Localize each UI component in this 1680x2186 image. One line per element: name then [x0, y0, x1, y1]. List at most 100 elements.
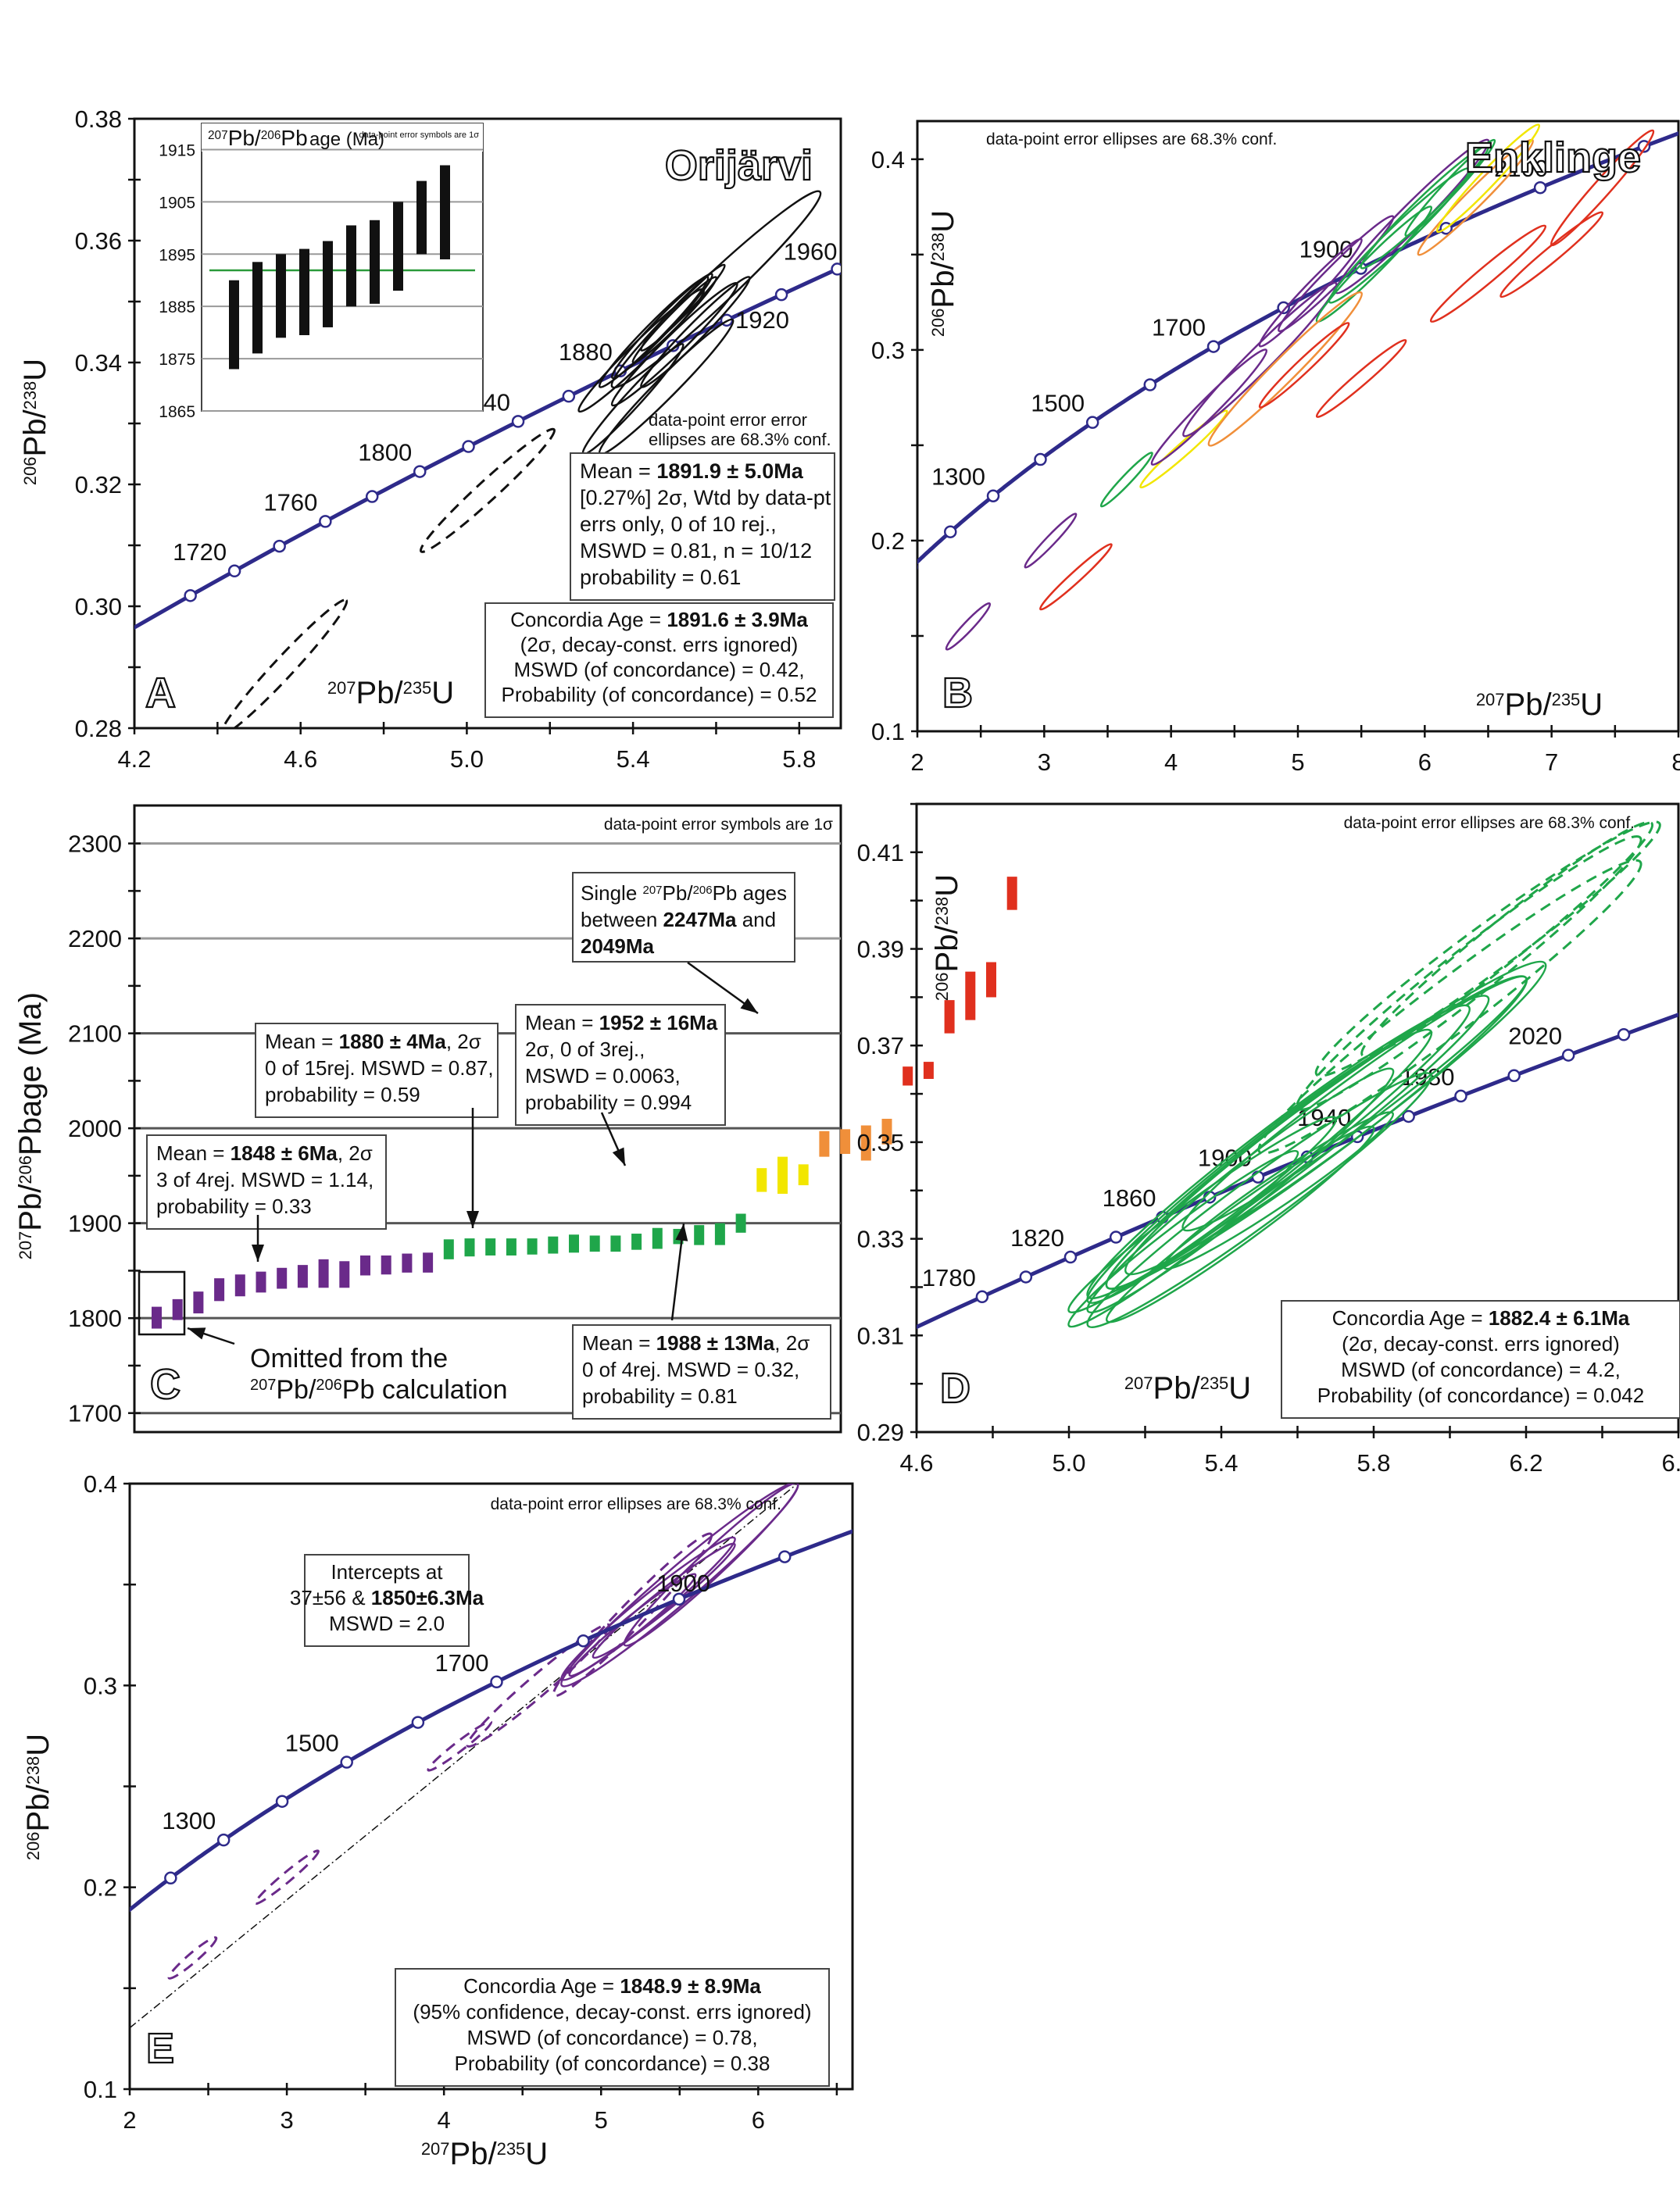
annotation-text: 207: [643, 884, 663, 897]
annotation-line: Mean = 1848 ± 6Ma, 2σ: [156, 1141, 373, 1165]
y-tick-label: 0.38: [75, 105, 122, 133]
annotation-line: MSWD (of concordance) = 0.78,: [466, 2026, 757, 2049]
x-tick-label: 6.2: [1509, 1449, 1542, 1477]
annotation-value: 1891.6 ± 3.9Ma: [667, 608, 808, 631]
annotation-text: Probability (of concordance) = 0.52: [502, 683, 817, 706]
concordia-age-marker: [975, 1290, 989, 1304]
concordia-age-marker: [1085, 416, 1099, 429]
annotation-text: Pb calculation: [342, 1375, 508, 1405]
error-bar-red: [903, 1066, 913, 1086]
annotation-line: Mean = 1988 ± 13Ma, 2σ: [582, 1331, 810, 1355]
annotation-text: Mean =: [265, 1030, 339, 1053]
superscript: 238: [20, 381, 40, 410]
y-tick-label: 1700: [68, 1400, 122, 1427]
error-bar-red: [923, 1062, 934, 1079]
concordia-age-label: 1820: [1010, 1224, 1064, 1252]
axis-label-text: 207Pb/235U: [421, 2137, 548, 2171]
error-ellipse: [419, 427, 556, 553]
error-bar-purple: [423, 1252, 434, 1273]
concordia-age-marker: [1109, 1231, 1123, 1244]
omitted-highlight-box: [138, 1270, 186, 1336]
inset-error-bar: [440, 165, 450, 259]
inset-chart: 1865 1875 1885 1895 1905 1915 207Pb/206Pb age (…: [159, 123, 484, 421]
error-ellipse: [1277, 215, 1395, 333]
error-ellipse: [220, 598, 349, 728]
annotation-text: Pb/: [276, 1375, 316, 1405]
inset-tick-label: 1875: [159, 351, 195, 369]
concordia-age-marker: [1561, 1048, 1575, 1062]
superscript: 238: [932, 897, 952, 926]
inset-tick-label: 1865: [159, 403, 195, 421]
inset-error-bar: [323, 241, 333, 327]
ellipse-group: [1067, 820, 1661, 1328]
y-tick-label: 2000: [68, 1115, 122, 1142]
label-part: Pb/: [18, 409, 52, 457]
note-box-red: Single 207Pb/206Pb ages between 2247Ma an…: [572, 872, 795, 1015]
concordia-curve: [130, 1529, 853, 1913]
concordia-age-label: 1780: [922, 1264, 976, 1291]
axis-label-text: 207Pb/206Pb: [208, 126, 308, 150]
error-ellipse: [1105, 1125, 1375, 1323]
concordia-age-label: 1960: [784, 238, 838, 265]
inset-error-bar: [299, 248, 309, 335]
x-tick-label: 3: [1038, 748, 1051, 776]
annotation-text: 37±56 &: [290, 1586, 371, 1609]
annotation-box-frame: [515, 1004, 726, 1126]
annotation-line: Single 207Pb/206Pb ages: [581, 881, 787, 905]
annotation-line: Mean = 1891.9 ± 5.0Ma: [580, 459, 804, 483]
mean-box-green: Mean = 1880 ± 4Ma, 2σ 0 of 15rej. MSWD = …: [255, 1023, 499, 1118]
superscript: 207: [1124, 1373, 1153, 1393]
annotation-line: Intercepts at: [331, 1560, 443, 1584]
annotation-text: Pb ages: [713, 881, 787, 905]
concordia-age-marker: [577, 1634, 590, 1648]
error-ellipse: [1024, 513, 1078, 569]
concordia-age-marker: [275, 1795, 289, 1808]
error-bar-purple: [172, 1298, 183, 1320]
ellipse-note: data-point error ellipses are 68.3% conf…: [491, 1495, 781, 1513]
error-ellipse: [1086, 1004, 1471, 1300]
annotation-text: (2σ, decay-const. errs ignored): [1342, 1332, 1620, 1356]
annotation-text: 2σ, 0 of 3rej.,: [525, 1038, 645, 1061]
superscript: 207: [327, 678, 356, 698]
annotation-value: 1848 ± 6Ma: [231, 1141, 338, 1165]
concordia-age-marker: [1019, 1270, 1033, 1284]
annotation-line: Concordia Age = 1891.6 ± 3.9Ma: [510, 608, 808, 631]
error-ellipse: [1257, 859, 1642, 1155]
plot-frame: [133, 804, 842, 1434]
annotation-box-frame: [395, 1968, 830, 2087]
error-ellipse: [1314, 820, 1661, 1077]
x-tick-label: 4: [1164, 748, 1178, 776]
label-part: U: [1228, 1371, 1251, 1406]
y-tick-label: 0.35: [857, 1129, 904, 1156]
concordia-age-marker: [511, 415, 525, 428]
annotation-line: probability = 0.994: [525, 1091, 692, 1114]
error-bar-yellow: [756, 1168, 767, 1192]
annotation-line: MSWD = 0.0063,: [525, 1064, 681, 1088]
y-axis-label: 207Pb/206Pb age (Ma): [13, 992, 48, 1259]
error-ellipse: [1360, 144, 1490, 270]
axis-label: 206Pb/238U: [21, 1734, 55, 1860]
x-tick-label: 2: [910, 748, 924, 776]
annotation-text: 0 of 15rej. MSWD = 0.87,: [265, 1056, 494, 1080]
concordia-age-label: 1300: [162, 1807, 216, 1834]
annotation-line: Probability (of concordance) = 0.38: [455, 2052, 770, 2075]
annotation-box-frame: [1281, 1300, 1680, 1419]
inset-tick-label: 1885: [159, 298, 195, 316]
inset-error-bar: [276, 254, 286, 338]
concordia-age-marker: [986, 489, 1000, 502]
annotation-text: Mean =: [580, 459, 656, 483]
annotation-value: 1952 ± 16Ma: [599, 1011, 718, 1034]
annotation-line: Probability (of concordance) = 0.52: [502, 683, 817, 706]
concordia-age-marker: [944, 525, 957, 538]
panel-letter: B: [942, 670, 973, 716]
label-part: U: [525, 2137, 548, 2171]
arrowhead-icon: [252, 1245, 264, 1262]
x-tick-label: 3: [280, 2106, 293, 2134]
panel-B: 2 3 4 5 6 7 80.10.20.30.413001500170019002100E…: [871, 120, 1680, 776]
annotation-line: MSWD = 2.0: [329, 1612, 445, 1635]
concordia-age-marker: [1507, 1069, 1521, 1083]
error-ellipse: [610, 281, 738, 407]
annotation-text: MSWD (of concordance) = 0.78,: [466, 2026, 757, 2049]
x-tick-label: 8: [1671, 748, 1680, 776]
